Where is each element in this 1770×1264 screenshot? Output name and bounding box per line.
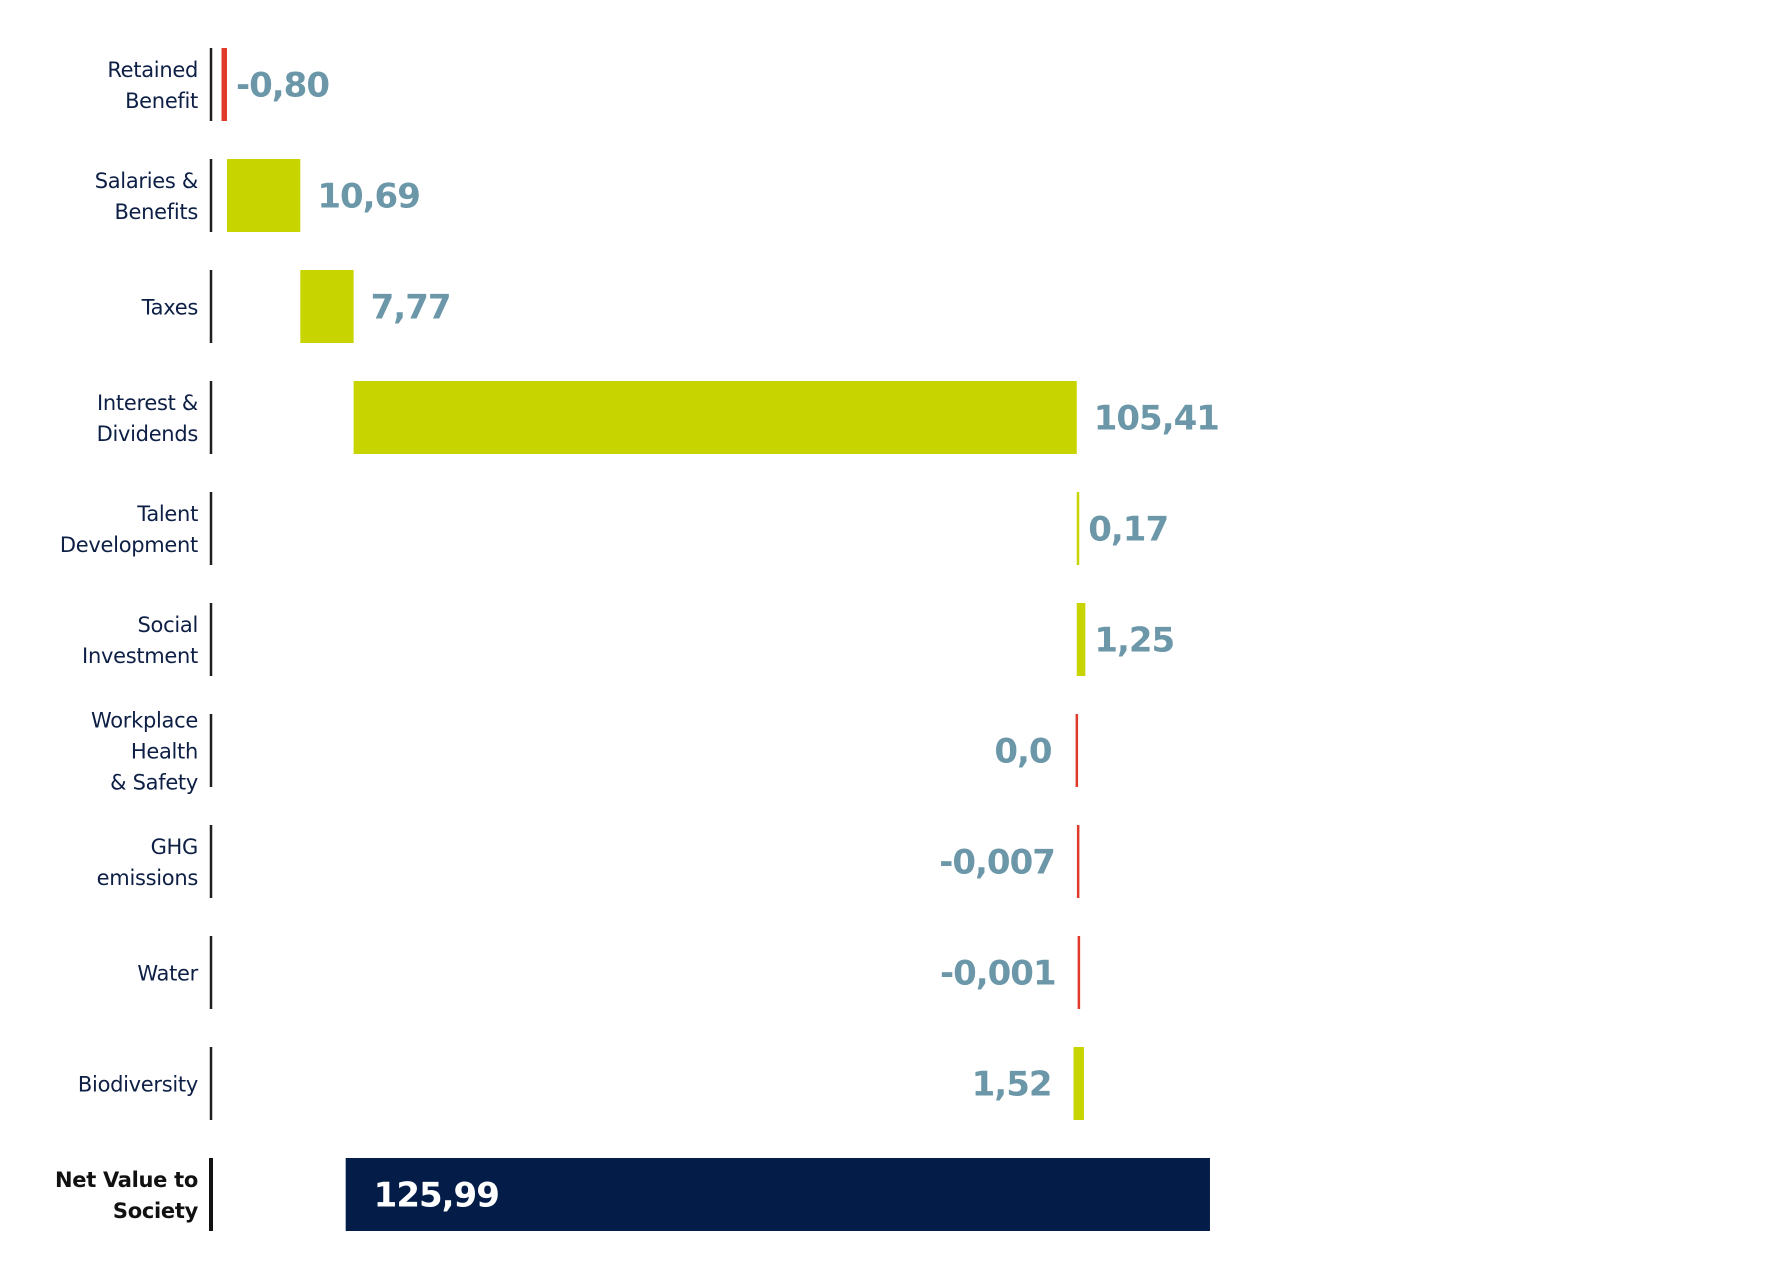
bar [227, 159, 301, 232]
value-label: 0,0 [994, 732, 1052, 772]
row-net-value-to-society: Net Value to Society 125,99 [55, 1158, 1210, 1231]
category-label: GHG emissions [97, 835, 198, 890]
row-water: Water -0,001 [137, 936, 1081, 1009]
row-talent-development: Talent Development 0,17 [60, 492, 1169, 565]
row-interest-and-dividends: Interest & Dividends 105,41 [97, 381, 1220, 454]
category-label: Social Investment [82, 613, 198, 668]
category-label: Retained Benefit [107, 58, 198, 113]
row-salaries-and-benefits: Salaries & Benefits 10,69 [95, 159, 421, 232]
bar [353, 381, 1077, 454]
bar [1075, 714, 1079, 787]
value-label: 1,52 [972, 1065, 1052, 1105]
category-label: Biodiversity [78, 1073, 198, 1097]
value-label: -0,80 [236, 66, 329, 106]
row-biodiversity: Biodiversity 1,52 [78, 1047, 1084, 1120]
bar [1073, 1047, 1084, 1120]
category-label: Workplace Health & Safety [91, 709, 198, 795]
row-taxes: Taxes 7,77 [141, 270, 452, 343]
value-label: 7,77 [371, 288, 451, 328]
row-ghg-emissions: GHG emissions -0,007 [97, 825, 1080, 898]
bar [1076, 603, 1086, 676]
value-label: 0,17 [1088, 510, 1168, 550]
row-workplace-health-and-safety: Workplace Health & Safety 0,0 [91, 709, 1079, 795]
bar [1076, 492, 1080, 565]
bar [1077, 936, 1081, 1009]
value-label: -0,001 [940, 954, 1056, 994]
row-social-investment: Social Investment 1,25 [82, 603, 1175, 676]
category-label: Talent Development [60, 502, 198, 557]
total-bar [345, 1158, 1210, 1231]
row-retained-benefit: Retained Benefit -0,80 [107, 48, 330, 121]
bar [1076, 825, 1080, 898]
bar [221, 48, 227, 121]
value-label: 1,25 [1094, 621, 1174, 661]
category-label: Taxes [141, 296, 198, 320]
bar [300, 270, 354, 343]
category-label: Salaries & Benefits [95, 169, 198, 224]
value-label: -0,007 [939, 843, 1055, 883]
value-label: 10,69 [317, 177, 420, 217]
category-label: Water [137, 962, 198, 986]
category-label: Interest & Dividends [97, 391, 198, 446]
value-label: 105,41 [1094, 399, 1219, 439]
value-label: 125,99 [374, 1176, 499, 1216]
category-label: Net Value to Society [55, 1168, 199, 1223]
